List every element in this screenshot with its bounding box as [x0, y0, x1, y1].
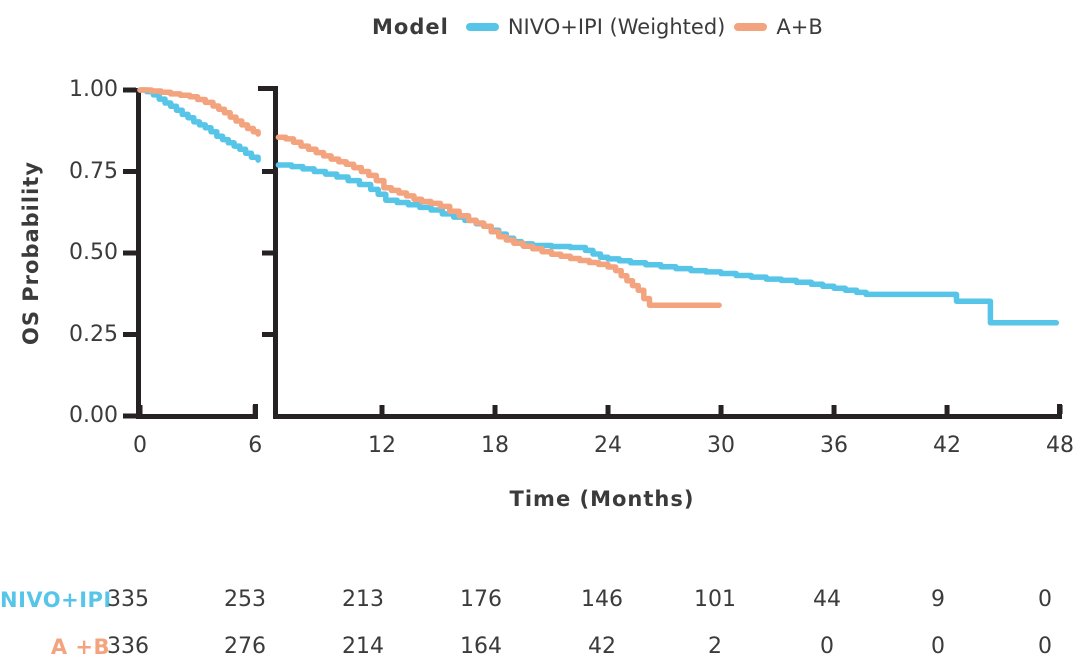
y-axis-tick — [123, 332, 136, 337]
legend-swatch-nivo-ipi — [465, 23, 499, 31]
risk-value: 176 — [460, 587, 502, 612]
y-axis-panel1 — [136, 88, 141, 419]
x-tick-label: 18 — [481, 433, 509, 458]
km-curve-a-plus-b-panel2 — [275, 134, 722, 308]
legend-swatch-a-plus-b — [734, 23, 768, 31]
risk-value: 276 — [224, 634, 266, 659]
x-tick-label: 0 — [133, 433, 147, 458]
axis-break-left-nub — [253, 404, 258, 414]
y-axis-tick-panel2 — [262, 250, 273, 256]
y-axis-tick-panel2 — [262, 169, 273, 174]
risk-value: 9 — [931, 587, 945, 612]
x-tick-label: 36 — [820, 433, 849, 458]
risk-value: 253 — [224, 587, 266, 612]
legend-label-nivo-ipi: NIVO+IPI (Weighted) — [507, 15, 726, 39]
x-axis-tick — [718, 405, 724, 414]
y-tick-label: 0.75 — [69, 158, 118, 184]
y-axis-tick — [123, 169, 136, 174]
km-curve-nivo-ipi-panel1 — [137, 87, 261, 163]
risk-value: 44 — [813, 587, 841, 612]
legend-title: Model — [372, 15, 449, 39]
x-axis-tick — [944, 405, 950, 414]
legend: Model NIVO+IPI (Weighted) A+B — [372, 12, 823, 42]
km-curve-nivo-ipi-panel2 — [275, 162, 1060, 326]
risk-value: 335 — [107, 587, 149, 612]
x-tick-label: 30 — [707, 433, 736, 458]
x-axis-tick — [831, 405, 837, 414]
risk-value: 146 — [581, 587, 623, 612]
y-axis-tick — [123, 413, 136, 419]
x-axis-title: Time (Months) — [509, 487, 695, 511]
risk-value: 214 — [342, 634, 384, 659]
x-axis-tick — [379, 405, 385, 414]
x-tick-label: 42 — [933, 433, 962, 458]
y-axis-tick-panel2 — [262, 332, 273, 337]
y-tick-label: 0.00 — [69, 403, 118, 428]
x-tick-label: 48 — [1046, 433, 1075, 458]
axis-break-top-cap — [258, 86, 278, 91]
risk-value: 0 — [1038, 634, 1052, 659]
risk-value: 0 — [820, 634, 834, 659]
risk-value: 2 — [708, 634, 722, 659]
x-tick-label: 12 — [368, 433, 396, 458]
x-axis-tick — [137, 405, 143, 414]
risk-value: 213 — [342, 587, 384, 612]
x-axis-panel1 — [136, 414, 258, 419]
x-axis-tick — [605, 405, 611, 414]
y-tick-label: 1.00 — [69, 77, 118, 102]
x-tick-label: 24 — [594, 433, 623, 458]
y-axis-tick — [123, 250, 136, 256]
legend-label-a-plus-b: A+B — [776, 15, 823, 39]
risk-value: 336 — [107, 634, 149, 659]
y-tick-label: 0.25 — [69, 321, 118, 347]
risk-value: 0 — [931, 634, 945, 659]
y-axis-panel2 — [273, 86, 278, 419]
y-axis-tick — [123, 87, 136, 93]
x-axis-end-nub — [1057, 404, 1062, 414]
km-curve-a-plus-b-panel1 — [137, 87, 261, 137]
x-tick-label: 6 — [248, 433, 263, 458]
y-tick-label: 0.50 — [69, 240, 118, 265]
risk-value: 164 — [460, 634, 502, 659]
risk-value: 101 — [694, 587, 736, 612]
risk-value: 0 — [1038, 587, 1052, 612]
risk-row-label-a-plus-b: A +B — [50, 635, 110, 659]
risk-value: 42 — [588, 634, 616, 659]
x-axis-panel2 — [273, 414, 1062, 419]
y-axis-title: OS Probability — [19, 160, 43, 346]
x-axis-tick — [492, 405, 498, 414]
risk-row-label-nivo-ipi: NIVO+IPI — [0, 588, 112, 612]
